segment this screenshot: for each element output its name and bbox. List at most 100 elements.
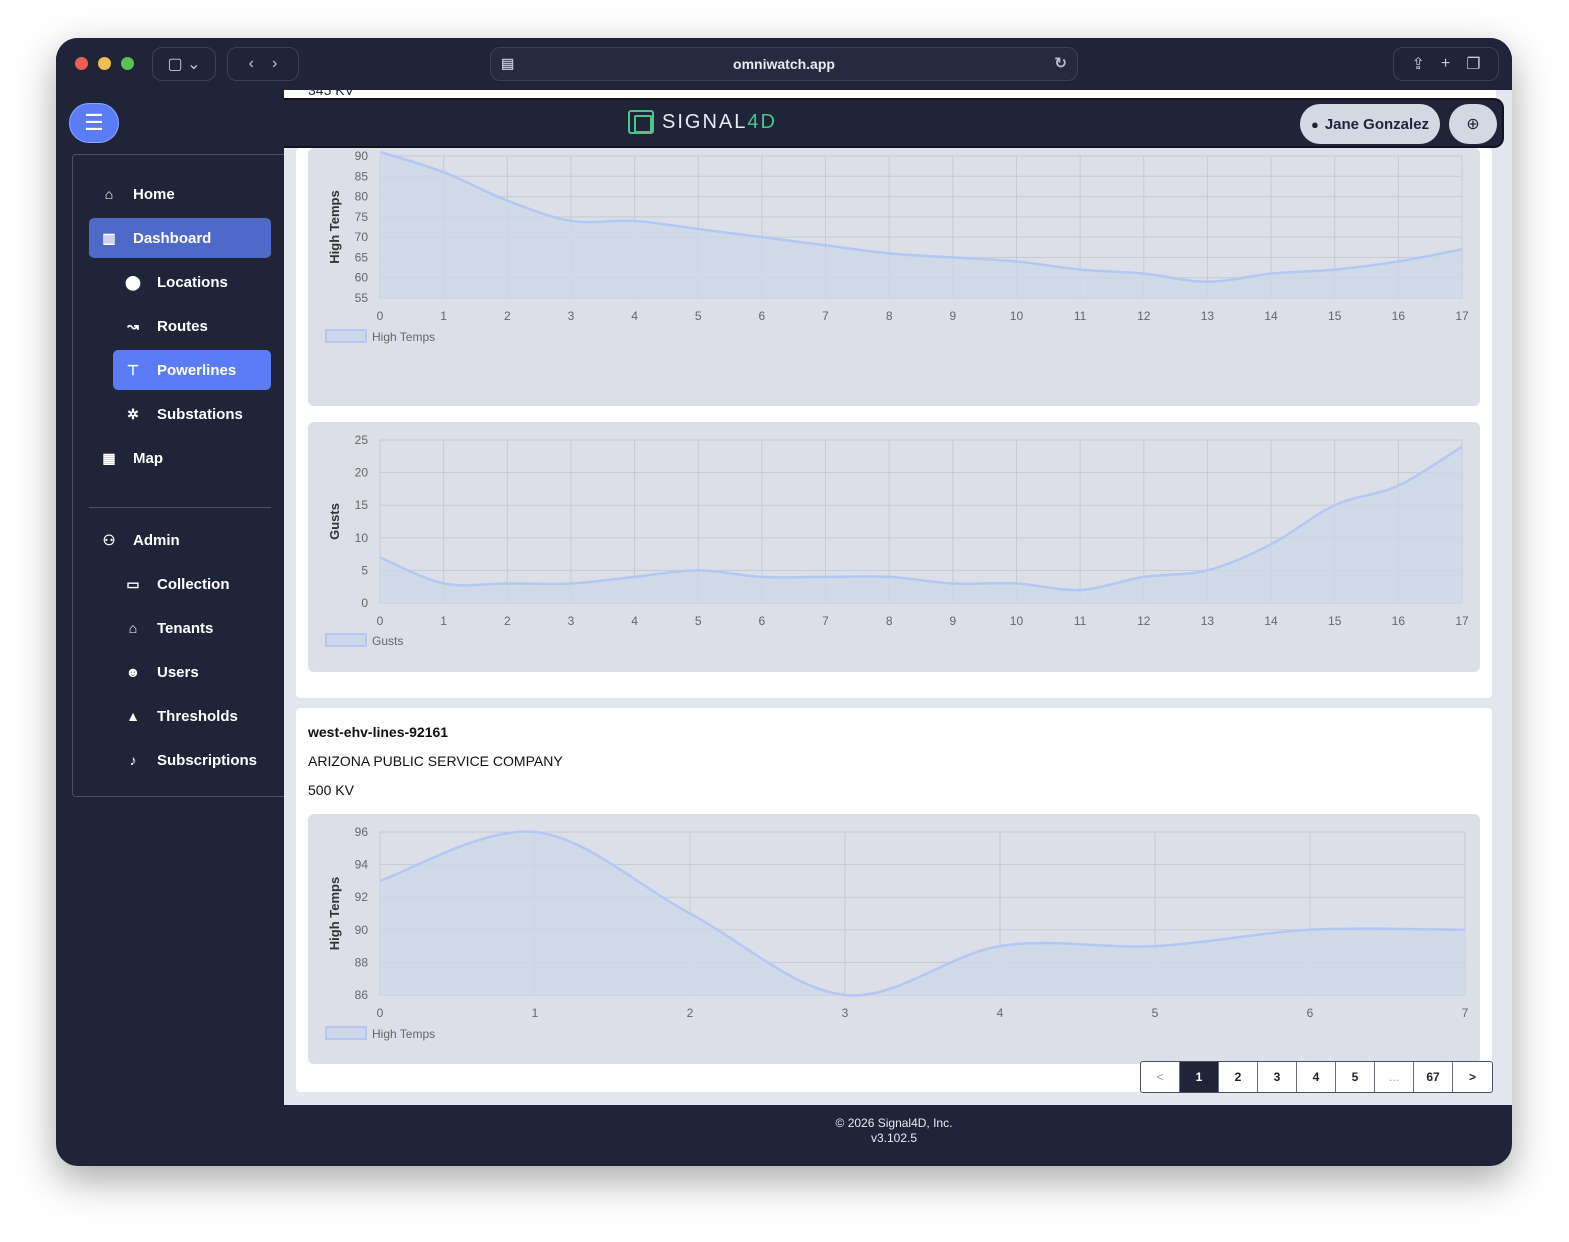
legend-label: High Temps (372, 330, 435, 344)
menu-icon: ☰ (84, 110, 104, 135)
sidebar-item-label: Substations (157, 405, 243, 423)
sidebar-toggle-icon: ▢ ⌄ (167, 56, 201, 73)
sidebar-toggle-button[interactable]: ▢ ⌄ (152, 47, 216, 81)
y-tick-label: 55 (355, 291, 369, 305)
page-4-button[interactable]: 4 (1297, 1062, 1336, 1092)
page-5-button[interactable]: 5 (1336, 1062, 1375, 1092)
chart-panel: 0 1 2 3 4 5 6 7 8 9 10 11 12 13 14 15 16 17 0 5 10 15 20 25 Gust… (308, 422, 1480, 672)
sidebar-item-label: Locations (157, 273, 228, 291)
user-menu-button[interactable]: ● Jane Gonzalez (1300, 104, 1440, 144)
next-page-button[interactable]: > (1468, 1070, 1476, 1084)
signal4d-logo[interactable]: SIGNAL 4D (628, 110, 777, 134)
y-tick-label: 0 (361, 596, 368, 610)
pin-icon: ⬤ (125, 273, 141, 290)
page-1-button[interactable]: 1 (1180, 1062, 1219, 1092)
sidebar-item-label: Tenants (157, 619, 214, 637)
x-tick-label: 6 (759, 309, 766, 323)
minimize-window-button[interactable] (98, 57, 111, 70)
x-tick-label: 14 (1264, 309, 1278, 323)
footer: © 2026 Signal4D, Inc. v3.102.5 (284, 1116, 1504, 1146)
sidebar-item-routes[interactable]: ↝ Routes (113, 306, 271, 346)
series-area (380, 446, 1462, 603)
sidebar-item-powerlines[interactable]: ⊤ Powerlines (113, 350, 271, 390)
sidebar-item-label: Thresholds (157, 707, 238, 725)
page-3-button[interactable]: 3 (1258, 1062, 1297, 1092)
page-67-button[interactable]: 67 (1414, 1062, 1453, 1092)
x-tick-label: 7 (1462, 1006, 1469, 1020)
x-tick-label: 1 (532, 1006, 539, 1020)
sidebar-item-subscriptions[interactable]: ♪ Subscriptions (113, 740, 271, 780)
x-tick-label: 7 (822, 614, 829, 628)
hamburger-menu-button[interactable]: ☰ (69, 103, 119, 143)
x-tick-label: 3 (568, 614, 575, 628)
sidebar-divider (89, 507, 271, 508)
chart-icon: ▥ (102, 229, 116, 246)
legend-swatch (325, 633, 367, 647)
app-header: SIGNAL 4D ● Jane Gonzalez ⊕ (284, 98, 1504, 148)
nav-arrows[interactable]: ‹ › (227, 47, 299, 81)
sidebar-item-substations[interactable]: ✲ Substations (113, 394, 271, 434)
sidebar-item-tenants[interactable]: ⌂ Tenants (113, 608, 271, 648)
x-tick-label: 15 (1328, 614, 1342, 628)
main-content: 0 1 2 3 4 5 6 7 8 9 10 11 12 13 14 15 16 17 55 60 65 70 75 80 85… (284, 90, 1512, 1105)
powerline-icon: ⊤ (126, 361, 140, 378)
chart-panel: 0 1 2 3 4 5 6 7 8 9 10 11 12 13 14 15 16 17 55 60 65 70 75 80 85… (308, 148, 1480, 406)
sidebar-item-home[interactable]: ⌂ Home (89, 174, 271, 214)
forward-icon[interactable]: › (272, 55, 278, 72)
x-tick-label: 9 (949, 614, 956, 628)
sidebar-item-locations[interactable]: ⬤ Locations (113, 262, 271, 302)
previous-card-edge: 345 KV (284, 90, 1496, 98)
x-tick-label: 0 (377, 1006, 384, 1020)
address-bar[interactable]: ▤ omniwatch.app ↻ (490, 47, 1078, 81)
gusts-chart: 0 1 2 3 4 5 6 7 8 9 10 11 12 13 14 15 16 170510152025Gust… (325, 433, 1469, 648)
globe-icon: ⊕ (1466, 116, 1480, 133)
sidebar-item-label: Map (133, 449, 163, 467)
y-tick-label: 20 (355, 466, 369, 480)
y-tick-label: 85 (355, 169, 369, 183)
language-button[interactable]: ⊕ (1449, 104, 1497, 144)
page-icon: ▤ (501, 55, 515, 71)
new-tab-icon[interactable]: + (1440, 55, 1451, 72)
powerline-card: west-ehv-lines-92161 ARIZONA PUBLIC SERV… (296, 708, 1492, 1092)
maximize-window-button[interactable] (121, 57, 134, 70)
x-tick-label: 3 (568, 309, 575, 323)
sidebar-item-admin[interactable]: ⚇ Admin (89, 520, 271, 560)
powerline-name: west-ehv-lines-92161 (308, 724, 449, 740)
x-tick-label: 17 (1455, 614, 1469, 628)
sidebar-item-label: Admin (133, 531, 180, 549)
x-tick-label: 16 (1392, 614, 1406, 628)
x-tick-label: 11 (1074, 309, 1087, 323)
tabs-icon[interactable]: ❐ (1466, 56, 1481, 73)
y-tick-label: 10 (355, 531, 369, 545)
y-axis-label: Gusts (327, 503, 342, 540)
logo-text: SIGNAL (662, 110, 748, 133)
back-icon[interactable]: ‹ (248, 55, 254, 72)
series-line (379, 445, 1463, 592)
reload-icon[interactable]: ↻ (1054, 55, 1067, 72)
page-2-button[interactable]: 2 (1219, 1062, 1258, 1092)
sidebar: ⌂ Home ▥ Dashboard ⬤ Locations ↝ Routes ⊤ Pow… (72, 154, 287, 797)
prev-page-button[interactable]: < (1141, 1062, 1180, 1092)
sidebar-item-thresholds[interactable]: ▲ Thresholds (113, 696, 271, 736)
x-tick-label: 10 (1010, 309, 1024, 323)
y-tick-label: 96 (355, 825, 369, 839)
sidebar-item-users[interactable]: ☻ Users (113, 652, 271, 692)
map-icon: ▦ (102, 449, 116, 466)
sidebar-item-map[interactable]: ▦ Map (89, 438, 271, 478)
version-text: v3.102.5 (870, 1131, 918, 1145)
x-tick-label: 2 (504, 309, 511, 323)
x-tick-label: 3 (842, 1006, 849, 1020)
x-tick-label: 5 (695, 614, 702, 628)
share-icon[interactable]: ⇪ (1411, 56, 1425, 73)
x-tick-label: 5 (1152, 1006, 1159, 1020)
x-tick-label: 2 (687, 1006, 694, 1020)
sidebar-item-dashboard[interactable]: ▥ Dashboard (89, 218, 271, 258)
x-tick-label: 2 (504, 614, 511, 628)
sidebar-item-label: Collection (157, 575, 230, 593)
series-line (379, 830, 1466, 997)
legend-label: Gusts (372, 634, 403, 648)
series-line (379, 150, 1463, 284)
browser-actions: ⇪ + ❐ (1393, 47, 1499, 81)
close-window-button[interactable] (75, 57, 88, 70)
sidebar-item-collection[interactable]: ▭ Collection (113, 564, 271, 604)
